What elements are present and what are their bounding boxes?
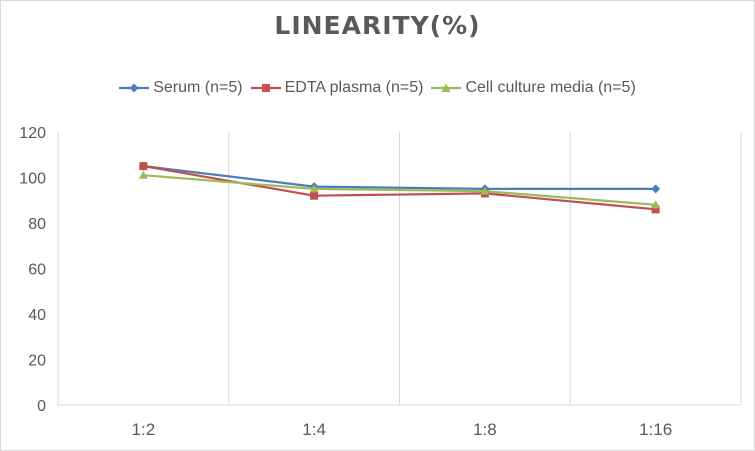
series-line-2 [143,174,656,206]
series-line-0 [143,165,656,190]
data-point-1 [310,191,319,200]
y-tick-label: 60 [28,262,46,279]
data-point-1 [139,162,148,171]
legend-marker-cell-culture-media [431,83,462,92]
data-point-0 [651,184,661,194]
y-tick-label: 0 [37,398,46,415]
x-tick-label: 1:8 [473,420,497,439]
y-tick-label: 100 [19,171,46,188]
chart-title: LINEARITY(%) [274,11,481,40]
data-point-2 [480,186,490,195]
data-point-2 [138,170,148,179]
legend-marker-edta-plasma [250,84,281,92]
x-tick-label: 1:2 [132,420,156,439]
data-point-1 [651,205,660,214]
data-point-2 [651,200,661,209]
legend-marker-serum [119,83,150,93]
legend-label-edta-plasma: EDTA plasma (n=5) [284,79,424,96]
legend-item-cell-culture-media: Cell culture media (n=5) [431,79,636,97]
data-point-2 [309,184,319,193]
x-tick-label: 1:4 [302,420,326,439]
y-tick-label: 120 [19,125,46,142]
legend-item-edta-plasma: EDTA plasma (n=5) [250,79,424,97]
y-tick-label: 20 [28,353,46,370]
chart-legend: Serum (n=5) EDTA plasma (n=5) Cell cultu… [1,79,754,97]
legend-item-serum: Serum (n=5) [119,79,243,97]
y-tick-label: 40 [28,307,46,324]
y-tick-label: 80 [28,216,46,233]
legend-label-serum: Serum (n=5) [153,79,243,96]
legend-label-cell-culture-media: Cell culture media (n=5) [465,79,636,96]
series-line-1 [143,165,656,211]
x-tick-label: 1:16 [639,420,672,439]
